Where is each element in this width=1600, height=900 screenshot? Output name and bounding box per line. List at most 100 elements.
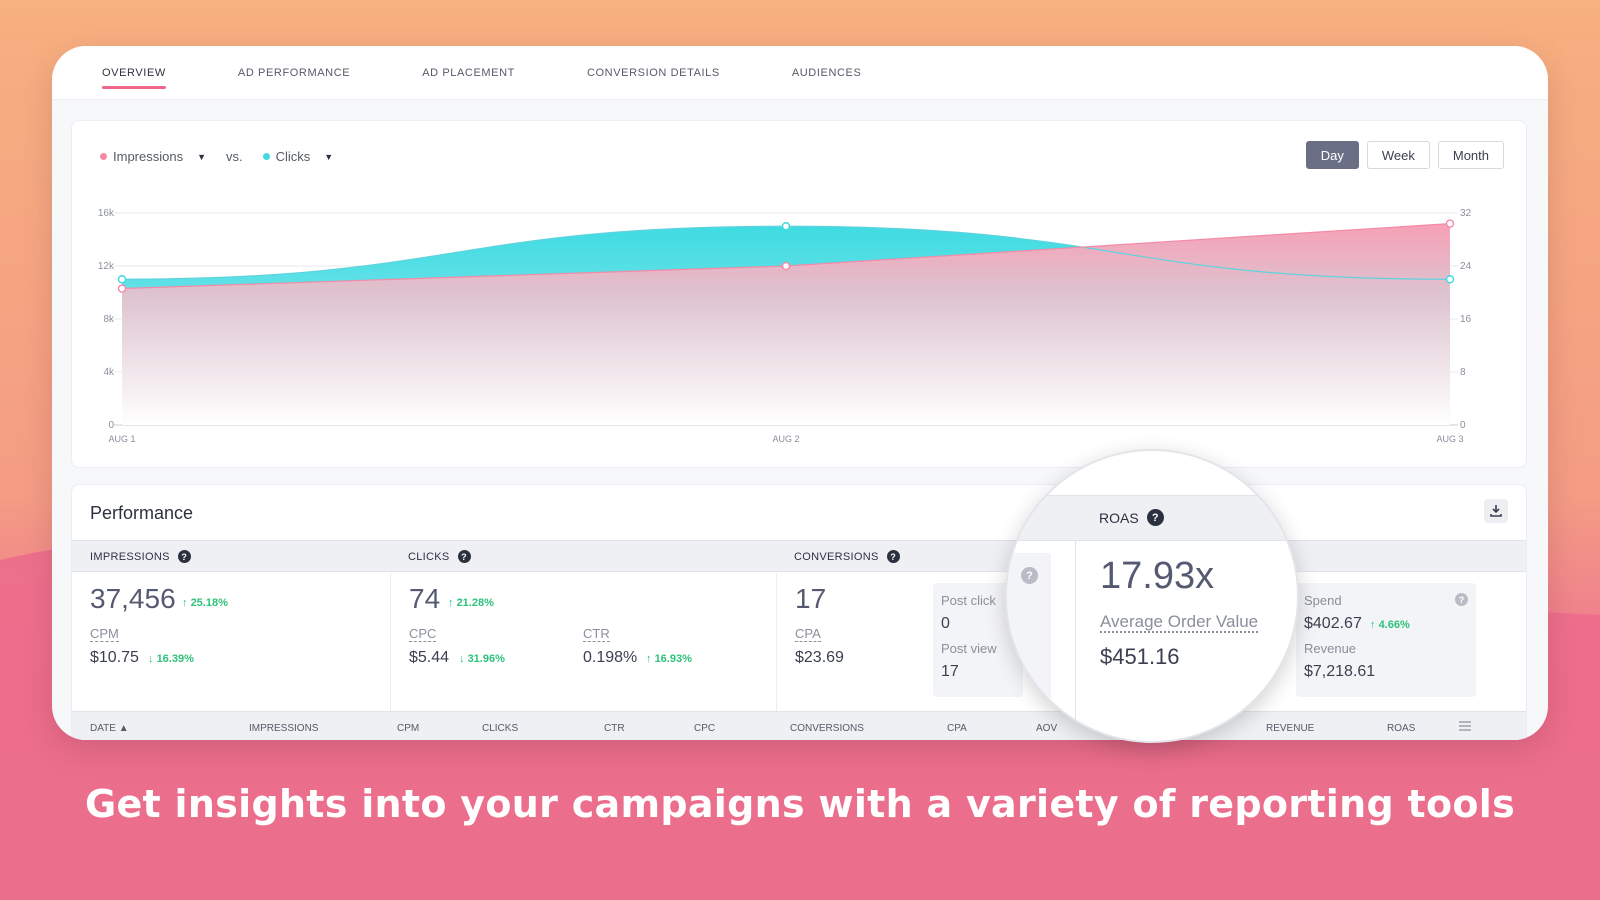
conversions-value: 17 [795,583,827,614]
conversions-header-label: CONVERSIONS [794,550,879,563]
y-right-tick-label: 16 [1460,314,1472,325]
aov-value: $451.16 [1100,644,1180,669]
cpm-label: CPM [90,626,119,642]
th-aov[interactable]: AOV [1036,723,1058,734]
impressions-point [117,284,127,293]
tab-conversion-details[interactable]: CONVERSION DETAILS [586,66,720,79]
legend-impressions-select[interactable]: Impressions ▼ [100,149,226,164]
th-cpc[interactable]: CPC [694,723,716,734]
roas-value: 17.93x [1100,555,1215,597]
post-click-value: 0 [941,615,950,632]
th-cpm[interactable]: CPM [397,723,420,734]
aov-label: Average Order Value [1100,612,1259,633]
conversions-header: CONVERSIONS ? [794,550,900,563]
cpa-label: CPA [795,626,821,642]
impressions-area [122,223,1450,425]
spend-change-value: 4.66% [1378,619,1410,631]
y-right-tick-label: 32 [1460,208,1472,219]
column-divider [1075,541,1076,741]
impressions-point [1445,219,1455,228]
ctr-change: ↑ 16.93% [646,653,692,665]
column-divider [776,573,777,713]
report-tabs: OVERVIEW AD PERFORMANCE AD PLACEMENT CON… [52,46,1548,100]
tab-ad-performance[interactable]: AD PERFORMANCE [237,66,351,79]
filter-icon[interactable] [1458,720,1472,735]
help-icon[interactable]: ? [1455,593,1468,606]
legend-impressions-label: Impressions [113,149,184,164]
range-toggle: Day Week Month [1305,141,1504,169]
table-header-row: DATE ▲ IMPRESSIONS CPM CLICKS CTR CPC CO… [72,711,1526,740]
clicks-point [781,222,791,231]
y-right-tick-label: 8 [1460,367,1466,378]
cpa-value: $23.69 [795,649,844,666]
impressions-change-value: 25.18% [190,597,228,609]
clicks-point [117,275,127,284]
post-view-label: Post view [941,641,997,656]
impressions-dot-icon [100,153,107,160]
column-divider [390,573,391,713]
impressions-value: 37,456 [90,583,176,614]
x-tick-label: AUG 3 [1436,434,1463,444]
th-ctr[interactable]: CTR [604,723,625,734]
impressions-header: IMPRESSIONS ? [90,550,191,563]
chart-legend: Impressions ▼ vs. Clicks ▼ [100,149,353,164]
tab-ad-placement[interactable]: AD PLACEMENT [422,66,515,79]
cpc-value: $5.44 [409,649,450,666]
th-revenue[interactable]: REVENUE [1266,723,1315,734]
cpm-value: $10.75 [90,649,139,666]
legend-clicks-label: Clicks [275,149,311,164]
ctr-value: 0.198% [583,649,638,666]
impressions-header-label: IMPRESSIONS [90,550,170,563]
y-left-tick-label: 16k [98,208,115,219]
month-button[interactable]: Month [1437,141,1504,169]
spend-value: $402.67 [1304,615,1362,632]
caret-down-icon[interactable]: ▼ [324,151,334,162]
y-right-tick-label: 0 [1460,420,1466,431]
day-button[interactable]: Day [1305,141,1359,169]
legend-vs-label: vs. [226,149,243,164]
spend-revenue-box: ? Spend $402.67 ↑ 4.66% Revenue $7,218.6… [1296,583,1476,697]
th-date[interactable]: DATE ▲ [90,723,129,734]
help-icon[interactable]: ? [457,550,471,563]
performance-panel: Performance IMPRESSIONS ? CLICKS ? CONVE… [71,484,1527,740]
cpc-change: ↓ 31.96% [459,653,505,665]
th-roas[interactable]: ROAS [1387,723,1416,734]
chart-panel: Impressions ▼ vs. Clicks ▼ Day Week Mont… [71,120,1527,468]
th-impressions[interactable]: IMPRESSIONS [249,723,319,734]
roas-header-label: ROAS [1099,509,1139,526]
y-left-tick-label: 12k [98,261,115,272]
legend-clicks-select[interactable]: Clicks ▼ [262,149,354,164]
cpm-change-value: 16.39% [156,653,194,665]
clicks-point [1445,275,1455,284]
help-icon[interactable]: ? [177,550,191,563]
roas-magnifier: ROAS ? ? 17.93x Average Order Value $451… [1005,449,1299,743]
impressions-clicks-chart: 0 4k 8k 12k 16k 0 8 16 24 32 AUG 1 AUG 2 AUG 3 [98,208,1472,444]
th-cpa[interactable]: CPA [947,723,967,734]
tagline: Get insights into your campaigns with a … [84,782,1516,826]
clicks-change: ↑ 21.28% [448,597,494,609]
tab-overview[interactable]: OVERVIEW [102,61,166,89]
performance-title: Performance [90,503,194,523]
help-icon[interactable]: ? [886,550,900,563]
th-conversions[interactable]: CONVERSIONS [790,723,864,734]
caret-down-icon[interactable]: ▼ [197,151,206,162]
help-icon[interactable]: ? [1146,509,1164,526]
y-left-tick-label: 8k [103,314,115,325]
th-clicks[interactable]: CLICKS [482,723,519,734]
impressions-change: ↑ 25.18% [182,597,228,609]
x-tick-label: AUG 2 [772,434,799,444]
revenue-label: Revenue [1304,641,1357,656]
cpc-change-value: 31.96% [467,653,505,665]
ctr-label: CTR [583,626,610,642]
download-button[interactable] [1484,499,1508,523]
week-button[interactable]: Week [1366,141,1430,169]
tab-audiences[interactable]: AUDIENCES [791,66,862,79]
post-view-value: 17 [941,663,959,680]
clicks-change-value: 21.28% [456,597,494,609]
clicks-header-label: CLICKS [408,550,450,563]
help-icon[interactable]: ? [1021,567,1038,584]
spend-change: ↑ 4.66% [1370,619,1410,631]
cpc-label: CPC [409,626,437,642]
clicks-dot-icon [262,153,270,160]
post-click-label: Post click [941,593,996,608]
